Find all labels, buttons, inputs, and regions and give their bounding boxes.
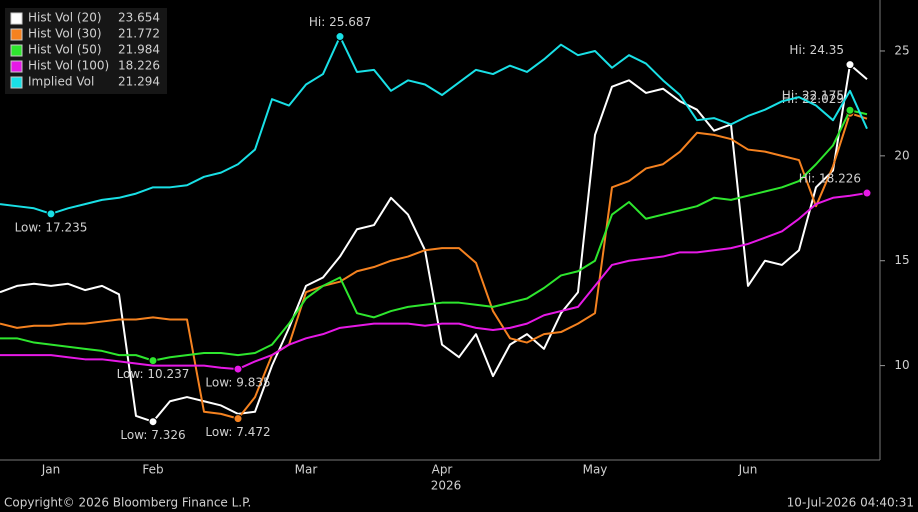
legend-name: Hist Vol (50) <box>28 43 102 57</box>
x-tick-label: Jan <box>41 463 61 477</box>
low-label: Low: 10.237 <box>117 367 190 381</box>
series-line <box>0 109 868 362</box>
y-tick-label: 15 <box>894 253 909 267</box>
low-marker <box>148 356 158 366</box>
low-marker <box>148 417 158 427</box>
legend-name: Implied Vol <box>28 75 94 89</box>
hi-label: Hi: 25.687 <box>309 15 371 29</box>
legend-value: 23.654 <box>118 11 160 25</box>
low-label: Low: 9.835 <box>205 376 270 390</box>
legend-swatch <box>10 28 23 41</box>
series-line <box>0 112 868 420</box>
hi-label: Hi: 22.029 <box>782 92 844 106</box>
low-label: Low: 7.326 <box>120 428 185 442</box>
legend-name: Hist Vol (20) <box>28 11 102 25</box>
x-year-label: 2026 <box>431 479 462 493</box>
x-tick-label: May <box>583 463 608 477</box>
hi-label: Hi: 18.226 <box>799 172 861 186</box>
low-marker <box>233 364 243 374</box>
hi-marker <box>845 105 855 115</box>
legend-swatch <box>10 60 23 73</box>
hi-label: Hi: 24.35 <box>789 43 844 57</box>
legend-swatch <box>10 12 23 25</box>
low-marker <box>46 209 56 219</box>
y-tick-label: 20 <box>894 148 909 162</box>
footer-right: 10-Jul-2026 04:40:31 <box>787 496 914 510</box>
hi-marker <box>862 188 872 198</box>
legend-value: 21.772 <box>118 27 160 41</box>
legend-name: Hist Vol (30) <box>28 27 102 41</box>
x-tick-label: Jun <box>738 463 758 477</box>
x-tick-label: Mar <box>295 463 318 477</box>
legend-value: 21.984 <box>118 43 160 57</box>
legend-name: Hist Vol (100) <box>28 59 109 73</box>
low-label: Low: 7.472 <box>205 425 270 439</box>
legend-value: 18.226 <box>118 59 160 73</box>
hi-label: Hi: 22.175 <box>782 89 844 103</box>
x-tick-label: Feb <box>142 463 163 477</box>
x-tick-label: Apr <box>432 463 453 477</box>
legend-value: 21.294 <box>118 75 160 89</box>
y-tick-label: 10 <box>894 358 909 372</box>
y-tick-label: 25 <box>894 43 909 57</box>
low-label: Low: 17.235 <box>15 220 88 234</box>
legend-swatch <box>10 44 23 57</box>
series-line <box>0 63 868 423</box>
low-marker <box>233 414 243 424</box>
series-line <box>0 35 868 215</box>
legend-box <box>5 8 167 94</box>
footer-left: Copyright© 2026 Bloomberg Finance L.P. <box>4 496 251 510</box>
hi-marker <box>335 32 345 42</box>
legend-swatch <box>10 76 23 89</box>
hi-marker <box>845 60 855 70</box>
series-line <box>0 192 868 371</box>
